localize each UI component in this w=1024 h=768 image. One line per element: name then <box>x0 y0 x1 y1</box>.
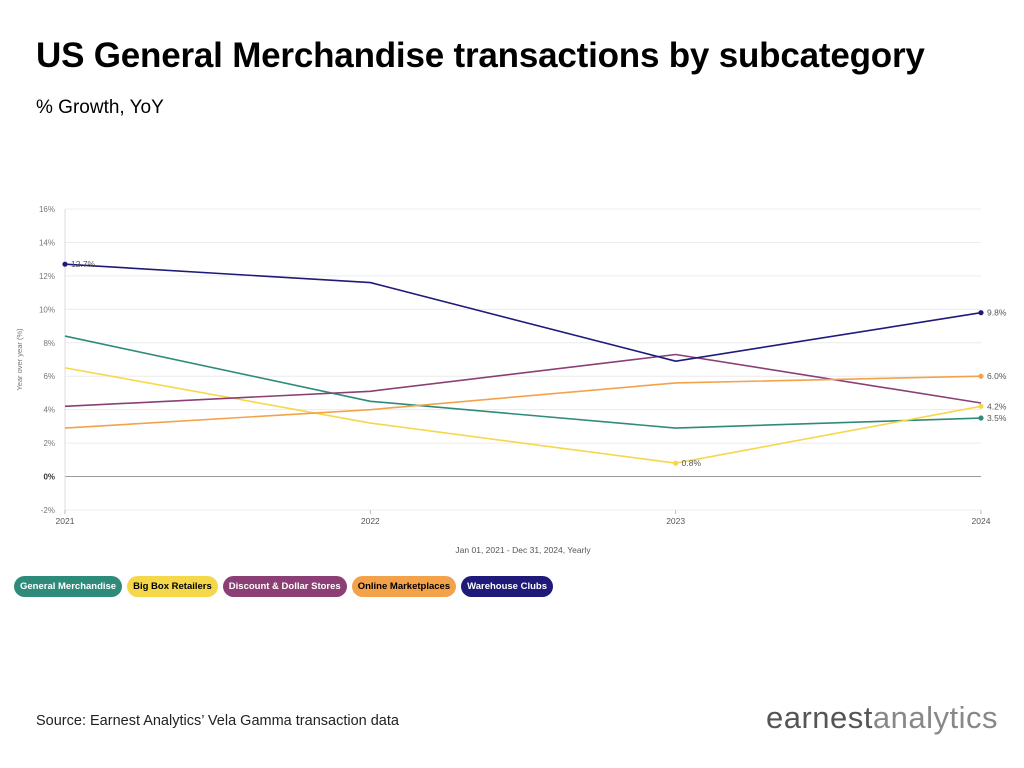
y-axis-label: Year over year (%) <box>15 328 24 391</box>
chart-legend: General Merchandise Big Box Retailers Disc… <box>14 576 553 597</box>
y-tick-label: 16% <box>39 205 55 214</box>
source-note: Source: Earnest Analytics’ Vela Gamma tr… <box>36 713 399 729</box>
data-label: 3.5% <box>987 413 1007 423</box>
legend-item[interactable]: Discount & Dollar Stores <box>222 576 347 597</box>
series-line <box>64 353 982 408</box>
series-line <box>64 335 982 429</box>
brand-logo: earnestanalytics <box>766 700 998 736</box>
y-tick-label: 12% <box>39 272 55 281</box>
data-label: 4.2% <box>987 401 1007 411</box>
y-tick-label: 0% <box>43 473 55 482</box>
x-tick-label: 2022 <box>361 516 380 526</box>
legend-item[interactable]: Warehouse Clubs <box>461 576 553 597</box>
brand-logo-part2: analytics <box>872 700 998 735</box>
data-point <box>978 373 984 379</box>
y-tick-label: 2% <box>43 439 55 448</box>
chart-title: US General Merchandise transactions by s… <box>36 36 925 75</box>
line-chart: -2% 0% 2% 4% 6% 8% 10% 12% 14% 16% 2021 2022 2023 202… <box>15 205 1007 555</box>
x-tick-label: 2023 <box>666 516 685 526</box>
y-tick-label: 10% <box>39 305 55 314</box>
data-point <box>673 460 679 466</box>
data-point <box>978 403 984 409</box>
data-label: 12.7% <box>71 259 96 269</box>
data-label: 9.8% <box>987 308 1007 318</box>
brand-logo-part1: earnest <box>765 700 873 735</box>
y-tick-label: 8% <box>43 339 55 348</box>
series-line <box>64 367 982 464</box>
data-point <box>978 415 984 421</box>
legend-item[interactable]: Big Box Retailers <box>127 576 218 597</box>
x-tick-label: 2021 <box>56 516 75 526</box>
series-line <box>64 375 982 429</box>
x-tick-label: 2024 <box>972 516 991 526</box>
data-point <box>62 261 68 267</box>
y-tick-label: 14% <box>39 238 55 247</box>
series-line <box>64 263 982 362</box>
y-tick-label: 4% <box>43 406 55 415</box>
legend-item[interactable]: General Merchandise <box>14 576 123 597</box>
data-point <box>978 310 984 316</box>
data-label: 6.0% <box>987 371 1007 381</box>
x-axis-label: Jan 01, 2021 - Dec 31, 2024, Yearly <box>455 545 591 555</box>
data-label: 0.8% <box>682 458 702 468</box>
legend-item[interactable]: Online Marketplaces <box>351 576 457 597</box>
chart-subtitle: % Growth, YoY <box>36 97 164 118</box>
y-tick-label: 6% <box>43 372 55 381</box>
y-tick-label: -2% <box>41 506 55 515</box>
